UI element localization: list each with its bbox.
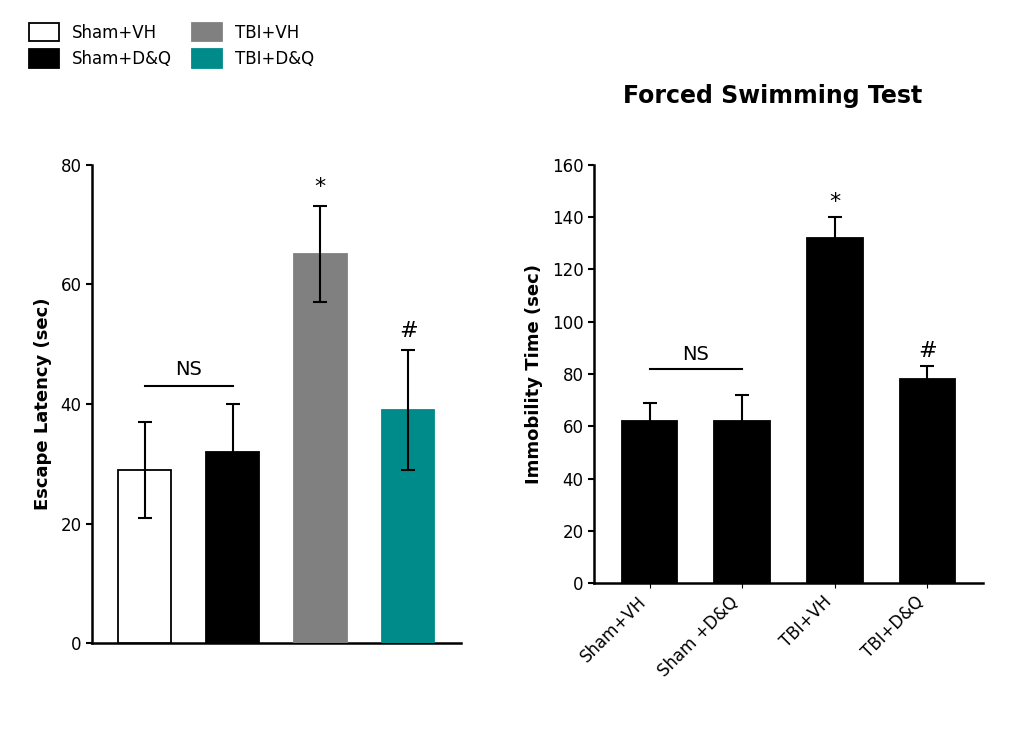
Bar bbox=[900, 379, 955, 583]
Bar bbox=[715, 421, 770, 583]
Bar bbox=[294, 254, 347, 643]
Bar bbox=[807, 238, 862, 583]
Text: *: * bbox=[829, 191, 841, 212]
Text: #: # bbox=[398, 321, 418, 341]
Bar bbox=[119, 470, 171, 643]
Bar bbox=[622, 421, 677, 583]
Text: Forced Swimming Test: Forced Swimming Test bbox=[624, 84, 923, 108]
Text: #: # bbox=[919, 341, 937, 361]
Text: NS: NS bbox=[175, 360, 202, 378]
Legend: Sham+VH, Sham+D&Q, TBI+VH, TBI+D&Q: Sham+VH, Sham+D&Q, TBI+VH, TBI+D&Q bbox=[29, 23, 314, 68]
Bar bbox=[382, 410, 434, 643]
Y-axis label: Escape Latency (sec): Escape Latency (sec) bbox=[34, 298, 52, 510]
Y-axis label: Immobility Time (sec): Immobility Time (sec) bbox=[525, 264, 544, 484]
Bar bbox=[206, 452, 259, 643]
Text: *: * bbox=[314, 177, 326, 197]
Text: NS: NS bbox=[682, 345, 710, 364]
